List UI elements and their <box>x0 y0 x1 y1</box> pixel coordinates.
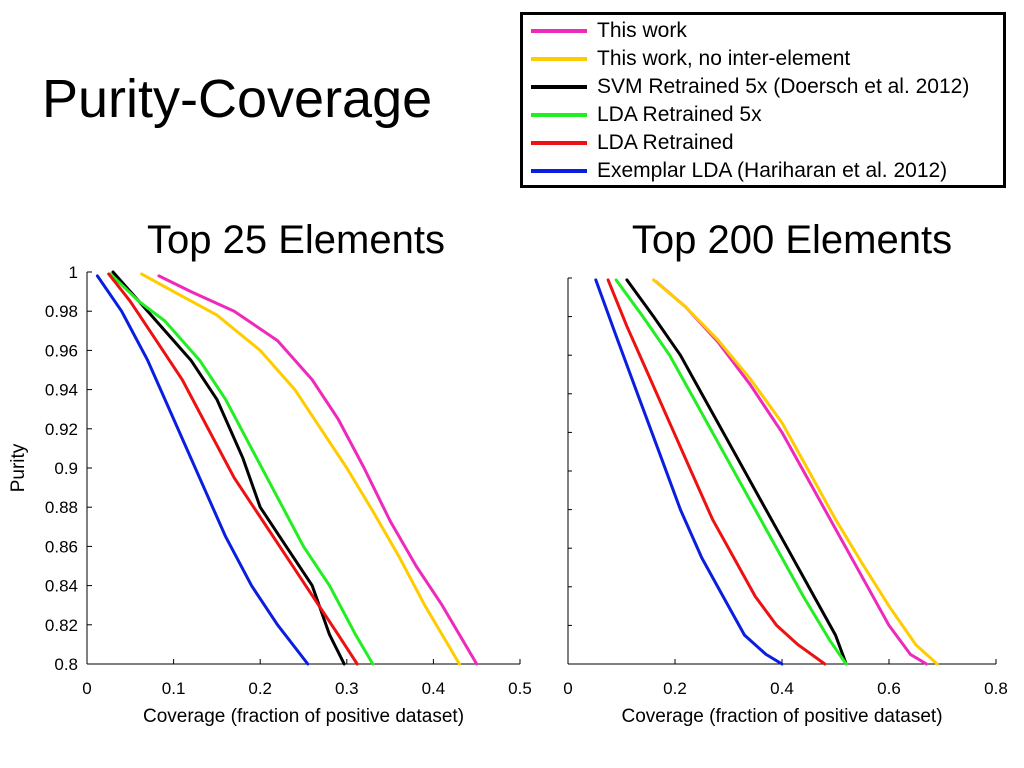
legend-label: LDA Retrained 5x <box>597 103 762 126</box>
legend-item: LDA Retrained 5x <box>531 101 762 129</box>
y-axis-label: Purity <box>8 443 29 492</box>
legend-swatch <box>531 113 587 117</box>
x-tick-label: 0 <box>82 679 91 698</box>
legend-label: This work <box>597 19 687 42</box>
x-tick-label: 0.5 <box>508 679 532 698</box>
x-tick-label: 0.4 <box>422 679 446 698</box>
series-line <box>108 272 375 666</box>
legend-swatch <box>531 85 587 89</box>
y-tick-label: 0.88 <box>45 498 78 517</box>
legend-label: This work, no inter-element <box>597 47 851 70</box>
y-tick-label: 0.84 <box>45 577 78 596</box>
x-tick-label: 0.4 <box>770 679 794 698</box>
y-tick-label: 0.82 <box>45 616 78 635</box>
series-line <box>625 278 848 666</box>
series-line <box>107 272 359 666</box>
series-line <box>594 278 784 666</box>
legend: This work This work, no inter-element SVM … <box>520 12 1006 188</box>
x-tick-label: 0.1 <box>162 679 186 698</box>
y-tick-label: 1 <box>69 263 78 282</box>
chart-title: Top 25 Elements <box>147 218 445 262</box>
legend-item: LDA Retrained <box>531 129 734 157</box>
x-tick-label: 0.2 <box>248 679 272 698</box>
legend-swatch <box>531 57 587 61</box>
legend-swatch <box>531 141 587 145</box>
legend-label: Exemplar LDA (Hariharan et al. 2012) <box>597 159 948 182</box>
legend-item: This work <box>531 17 687 45</box>
series-line <box>157 274 479 666</box>
series-line <box>614 278 848 666</box>
y-tick-label: 0.9 <box>54 459 78 478</box>
slide-title: Purity-Coverage <box>42 69 433 129</box>
series-line <box>140 272 461 666</box>
legend-swatch <box>531 169 587 173</box>
legend-item: Exemplar LDA (Hariharan et al. 2012) <box>531 157 947 185</box>
x-axis-label: Coverage (fraction of positive dataset) <box>621 706 942 727</box>
x-tick-label: 0.8 <box>984 679 1008 698</box>
y-tick-label: 0.96 <box>45 341 78 360</box>
legend-label: LDA Retrained <box>597 131 734 154</box>
legend-swatch <box>531 29 587 33</box>
series-line <box>654 280 928 666</box>
x-tick-label: 0.6 <box>877 679 901 698</box>
x-tick-label: 0 <box>563 679 572 698</box>
legend-item: This work, no inter-element <box>531 45 850 73</box>
y-tick-label: 0.92 <box>45 420 78 439</box>
series-line <box>652 278 939 666</box>
series-line <box>95 274 310 666</box>
y-tick-label: 0.98 <box>45 302 78 321</box>
y-tick-label: 0.94 <box>45 381 78 400</box>
x-tick-label: 0.3 <box>335 679 359 698</box>
series-line <box>606 278 827 666</box>
x-tick-label: 0.2 <box>663 679 687 698</box>
y-tick-label: 0.8 <box>54 655 78 674</box>
legend-label: SVM Retrained 5x (Doersch et al. 2012) <box>597 75 970 98</box>
y-tick-label: 0.86 <box>45 537 78 556</box>
chart-title: Top 200 Elements <box>632 218 952 262</box>
x-axis-label: Coverage (fraction of positive dataset) <box>143 706 464 727</box>
legend-item: SVM Retrained 5x (Doersch et al. 2012) <box>531 73 969 101</box>
